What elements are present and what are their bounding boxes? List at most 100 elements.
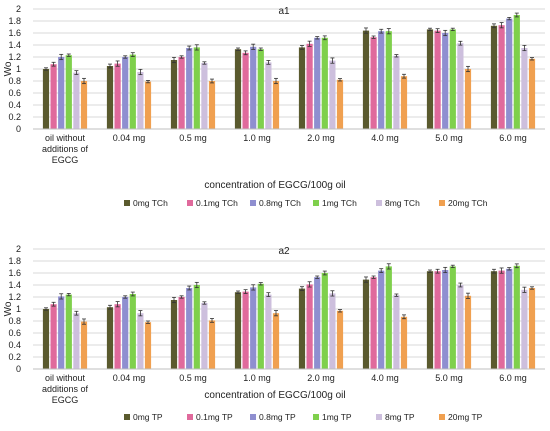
legend-swatch — [376, 200, 382, 206]
bar-0_1mg-TP-7 — [498, 270, 505, 369]
category-label: 0.04 mg — [113, 133, 146, 143]
bar-8mg-TCh-6 — [457, 43, 464, 130]
bar-8mg-TCh-7 — [521, 48, 528, 129]
bar-0mg-TCh-7 — [490, 25, 498, 129]
bar-0_1mg-TCh-2 — [178, 57, 185, 129]
bar-0_1mg-TP-0 — [50, 304, 57, 369]
y-tick-label: 0 — [16, 364, 21, 374]
legend-label: 1mg TCh — [322, 198, 357, 208]
bar-1mg-TP-3 — [257, 283, 264, 369]
y-tick-label: 1.6 — [8, 268, 21, 278]
legend-label: 8mg TP — [385, 412, 415, 422]
legend-label: 0.8mg TP — [259, 412, 296, 422]
bar-0mg-TP-5 — [362, 279, 370, 369]
bar-0mg-TP-2 — [170, 300, 178, 369]
bar-0_8mg-TP-2 — [186, 288, 193, 369]
category-label: 0.5 mg — [179, 133, 207, 143]
bar-20mg-TCh-2 — [208, 81, 216, 129]
legend-label: 0.8mg TCh — [259, 198, 301, 208]
bar-0mg-TCh-4 — [298, 47, 306, 129]
bar-0_1mg-TCh-7 — [498, 25, 505, 130]
bar-0mg-TP-1 — [106, 307, 114, 369]
category-label: oil without additions of EGCG — [42, 133, 89, 165]
category-label: 2.0 mg — [307, 373, 335, 383]
y-tick-label: 1.2 — [8, 292, 21, 302]
legend-label: 8mg TCh — [385, 198, 420, 208]
bar-0_1mg-TCh-6 — [434, 30, 441, 130]
bar-20mg-TCh-1 — [144, 81, 152, 129]
legend-swatch — [187, 200, 193, 206]
legend-swatch — [439, 200, 445, 206]
bar-20mg-TCh-7 — [528, 58, 536, 129]
y-axis-label: Wo — [3, 301, 14, 316]
bar-8mg-TP-7 — [521, 289, 528, 369]
bar-1mg-TP-0 — [65, 294, 72, 369]
bar-8mg-TCh-0 — [73, 72, 80, 129]
category-label: 6.0 mg — [499, 373, 527, 383]
bar-20mg-TP-7 — [528, 288, 536, 369]
bar-0mg-TCh-1 — [106, 66, 114, 129]
bar-0_8mg-TP-7 — [506, 268, 513, 369]
bar-0_1mg-TCh-3 — [242, 52, 249, 129]
bar-8mg-TCh-4 — [329, 60, 336, 129]
bar-0_8mg-TP-6 — [442, 270, 449, 369]
bar-1mg-TP-4 — [321, 273, 328, 369]
bar-0_8mg-TCh-3 — [250, 46, 257, 129]
bar-20mg-TCh-6 — [464, 69, 472, 129]
bar-0_8mg-TCh-4 — [314, 37, 321, 129]
legend-label: 0mg TCh — [133, 198, 168, 208]
y-tick-label: 0.4 — [8, 340, 21, 350]
y-tick-label: 0.8 — [8, 76, 21, 86]
legend-label: 0.1mg TCh — [196, 198, 238, 208]
category-label: 5.0 mg — [435, 133, 463, 143]
y-tick-label: 0.6 — [8, 88, 21, 98]
bar-1mg-TCh-3 — [257, 49, 264, 130]
bar-0_8mg-TCh-2 — [186, 48, 193, 129]
y-axis-label: Wo — [3, 61, 14, 76]
bar-0_8mg-TP-1 — [122, 297, 129, 369]
bar-20mg-TCh-4 — [336, 79, 344, 129]
y-tick-label: 2 — [16, 244, 21, 254]
legend-label: 1mg TP — [322, 412, 352, 422]
bar-0_8mg-TCh-0 — [58, 57, 65, 129]
bar-1mg-TCh-0 — [65, 55, 72, 130]
bar-20mg-TP-5 — [400, 316, 408, 369]
y-tick-label: 0.8 — [8, 316, 21, 326]
y-tick-label: 1.8 — [8, 16, 21, 26]
legend-swatch — [376, 414, 382, 420]
category-label: 1.0 mg — [243, 133, 271, 143]
y-tick-label: 0.6 — [8, 328, 21, 338]
bar-0_8mg-TP-0 — [58, 296, 65, 369]
legend-label: 20mg TCh — [448, 198, 488, 208]
bar-8mg-TP-2 — [201, 303, 208, 369]
y-tick-label: 1.8 — [8, 256, 21, 266]
category-label: 2.0 mg — [307, 133, 335, 143]
category-label: 4.0 mg — [371, 373, 399, 383]
bar-0_8mg-TP-5 — [378, 270, 385, 369]
y-tick-label: 0 — [16, 124, 21, 134]
bar-0_1mg-TP-5 — [370, 277, 377, 369]
category-label: 4.0 mg — [371, 133, 399, 143]
y-tick-label: 2 — [16, 4, 21, 14]
x-axis-label: concentration of EGCG/100g oil — [204, 390, 345, 401]
bar-8mg-TP-1 — [137, 313, 144, 369]
legend-swatch — [124, 200, 130, 206]
legend-swatch — [250, 200, 256, 206]
category-label: 0.04 mg — [113, 373, 146, 383]
bar-0_8mg-TCh-6 — [442, 33, 449, 129]
bar-1mg-TCh-6 — [449, 29, 456, 129]
bar-8mg-TCh-1 — [137, 72, 144, 129]
bar-20mg-TP-1 — [144, 322, 152, 369]
bar-0_1mg-TCh-0 — [50, 64, 57, 129]
bar-0_8mg-TCh-5 — [378, 31, 385, 130]
bar-1mg-TCh-2 — [193, 47, 200, 129]
legend: 0mg TP 0.1mg TP 0.8mg TP 1mg TP 8mg TP 20mg T… — [124, 412, 483, 422]
category-label: 5.0 mg — [435, 373, 463, 383]
y-tick-label: 0.2 — [8, 112, 21, 122]
category-label: 1.0 mg — [243, 373, 271, 383]
bar-0mg-TCh-3 — [234, 49, 242, 130]
legend-swatch — [313, 414, 319, 420]
chart-a1: 0 0.2 0.4 0.6 0.8 1 1.2 1.4 1.6 1.8 2 Wo a1 oil witho… — [3, 4, 545, 208]
y-tick-label: 0.2 — [8, 352, 21, 362]
